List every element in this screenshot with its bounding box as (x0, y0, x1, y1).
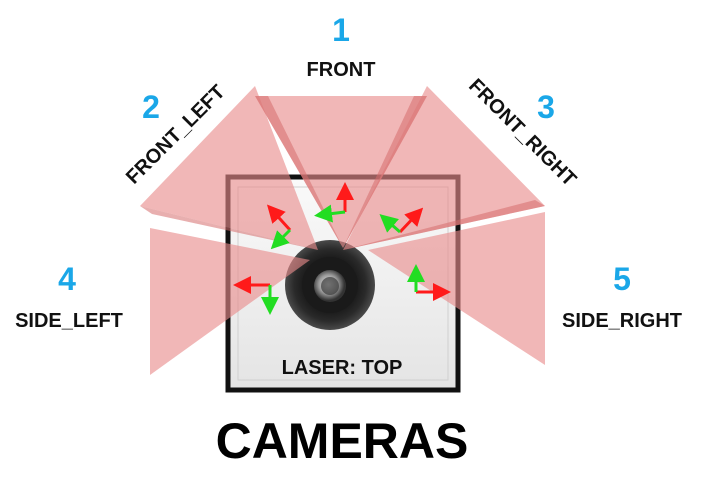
camera-label-side-right: SIDE_RIGHT (562, 310, 682, 332)
fov-apex-edges (140, 96, 545, 250)
fov-side-left (150, 228, 310, 375)
coordinate-axes-icon (233, 182, 451, 315)
fov-side-right (368, 212, 545, 365)
diagram-title: CAMERAS (216, 413, 469, 469)
camera-label-side-left: SIDE_LEFT (15, 310, 123, 332)
fov-front (255, 96, 427, 248)
camera-number-3: 3 (537, 89, 555, 125)
camera-number-4: 4 (58, 261, 76, 297)
laser-sensor-icon (285, 240, 375, 330)
fov-front-right (343, 86, 545, 250)
camera-number-5: 5 (613, 261, 631, 297)
camera-number-1: 1 (332, 12, 350, 48)
laser-label: LASER: TOP (282, 357, 403, 379)
camera-label-front: FRONT (307, 59, 376, 81)
camera-number-2: 2 (142, 89, 160, 125)
